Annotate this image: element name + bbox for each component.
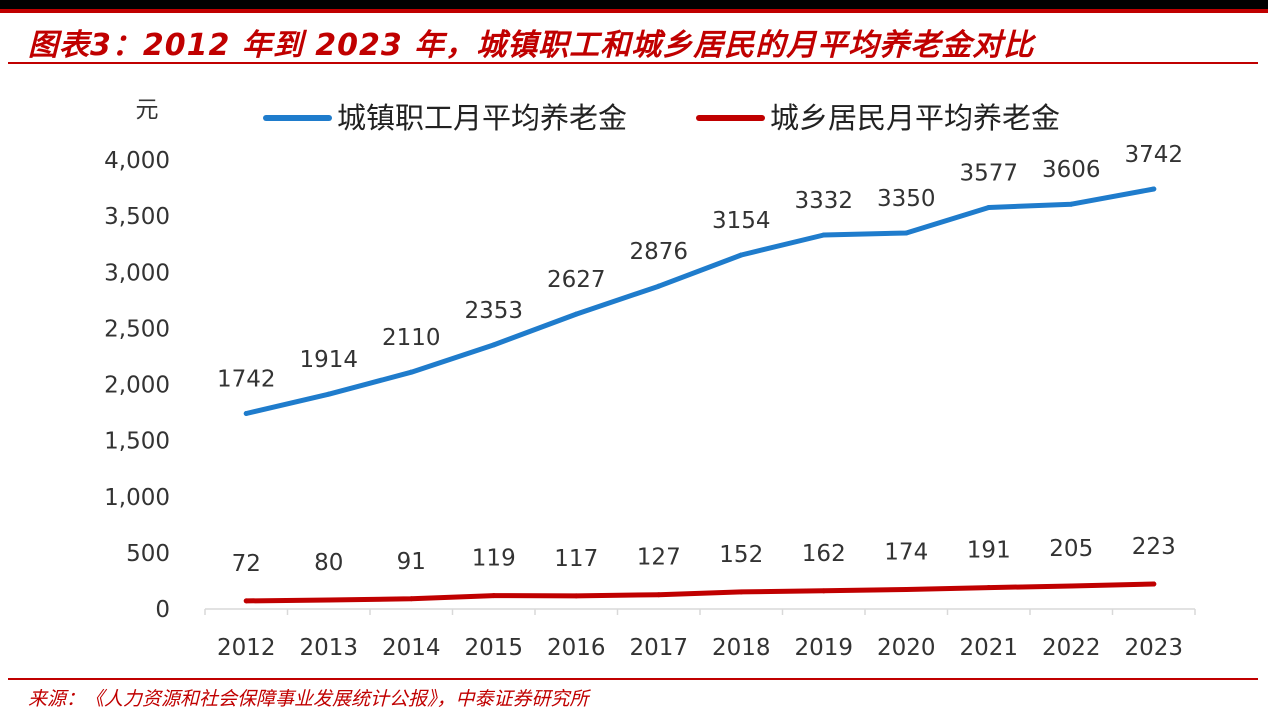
data-label-1: 2110 <box>382 325 441 351</box>
data-label-2: 127 <box>637 545 681 571</box>
data-point-2 <box>326 597 332 603</box>
data-point-2 <box>491 593 497 599</box>
data-label-1: 2876 <box>629 239 688 265</box>
data-point-2 <box>573 593 579 599</box>
data-label-1: 3332 <box>794 188 853 214</box>
y-tick-label: 0 <box>155 597 170 623</box>
source-note: 来源：《人力资源和社会保障事业发展统计公报》，中泰证券研究所 <box>28 688 589 710</box>
x-tick-label: 2015 <box>464 635 523 661</box>
x-tick-label: 2013 <box>299 635 358 661</box>
data-point-1 <box>243 410 249 416</box>
data-label-1: 3606 <box>1042 157 1101 183</box>
x-tick-label: 2018 <box>712 635 771 661</box>
y-tick-label: 4,000 <box>104 148 170 174</box>
x-tick-label: 2022 <box>1042 635 1101 661</box>
data-point-1 <box>986 204 992 210</box>
x-tick-label: 2020 <box>877 635 936 661</box>
x-tick-label: 2021 <box>959 635 1018 661</box>
footer-rule <box>8 678 1258 680</box>
data-label-2: 152 <box>719 542 763 568</box>
data-point-1 <box>408 369 414 375</box>
data-point-1 <box>656 283 662 289</box>
data-point-1 <box>573 311 579 317</box>
data-label-2: 223 <box>1132 534 1176 560</box>
data-label-1: 3154 <box>712 208 771 234</box>
data-point-1 <box>821 232 827 238</box>
legend-label-1: 城镇职工月平均养老金 <box>337 101 627 135</box>
data-point-1 <box>1151 186 1157 192</box>
series-line-1 <box>243 186 1157 416</box>
data-label-2: 205 <box>1049 536 1093 562</box>
data-point-2 <box>903 586 909 592</box>
chart-title: 图表3：2012 年到 2023 年，城镇职工和城乡居民的月平均养老金对比 <box>28 28 1035 63</box>
data-label-1: 3742 <box>1124 142 1183 168</box>
top-red-rule <box>0 9 1268 13</box>
data-point-2 <box>821 588 827 594</box>
x-tick-label: 2012 <box>217 635 276 661</box>
data-label-2: 191 <box>967 538 1011 564</box>
x-tick-label: 2019 <box>794 635 853 661</box>
data-point-2 <box>1068 583 1074 589</box>
data-label-2: 80 <box>314 550 343 576</box>
x-tick-label: 2014 <box>382 635 441 661</box>
data-point-2 <box>243 598 249 604</box>
data-point-2 <box>408 596 414 602</box>
y-tick-label: 1,500 <box>104 429 170 455</box>
data-label-2: 162 <box>802 541 846 567</box>
top-black-bar <box>0 0 1268 9</box>
data-label-1: 3577 <box>959 160 1018 186</box>
series-line-2 <box>243 581 1157 604</box>
data-label-1: 1914 <box>299 347 358 373</box>
y-tick-label: 2,500 <box>104 316 170 342</box>
data-label-1: 2627 <box>547 267 606 293</box>
y-tick-label: 3,000 <box>104 260 170 286</box>
title-rule <box>8 62 1258 64</box>
data-point-1 <box>738 252 744 258</box>
y-tick-label: 3,500 <box>104 204 170 230</box>
y-tick-label: 1,000 <box>104 485 170 511</box>
data-label-2: 91 <box>397 549 426 575</box>
data-point-1 <box>326 391 332 397</box>
data-point-1 <box>1068 201 1074 207</box>
x-tick-label: 2017 <box>629 635 688 661</box>
data-point-1 <box>491 342 497 348</box>
x-tick-label: 2023 <box>1124 635 1183 661</box>
data-point-2 <box>1151 581 1157 587</box>
data-label-2: 174 <box>884 539 928 565</box>
data-point-2 <box>656 592 662 598</box>
data-label-2: 117 <box>554 546 598 572</box>
data-label-1: 1742 <box>217 366 276 392</box>
data-point-2 <box>986 585 992 591</box>
x-tick-label: 2016 <box>547 635 606 661</box>
data-label-1: 3350 <box>877 186 936 212</box>
legend-label-2: 城乡居民月平均养老金 <box>770 101 1060 135</box>
y-axis-unit-label: 元 <box>136 97 159 123</box>
data-label-1: 2353 <box>464 298 523 324</box>
data-point-2 <box>738 589 744 595</box>
data-point-1 <box>903 230 909 236</box>
data-label-2: 119 <box>472 546 516 572</box>
y-tick-label: 500 <box>126 541 170 567</box>
y-tick-label: 2,000 <box>104 373 170 399</box>
data-label-2: 72 <box>232 551 261 577</box>
